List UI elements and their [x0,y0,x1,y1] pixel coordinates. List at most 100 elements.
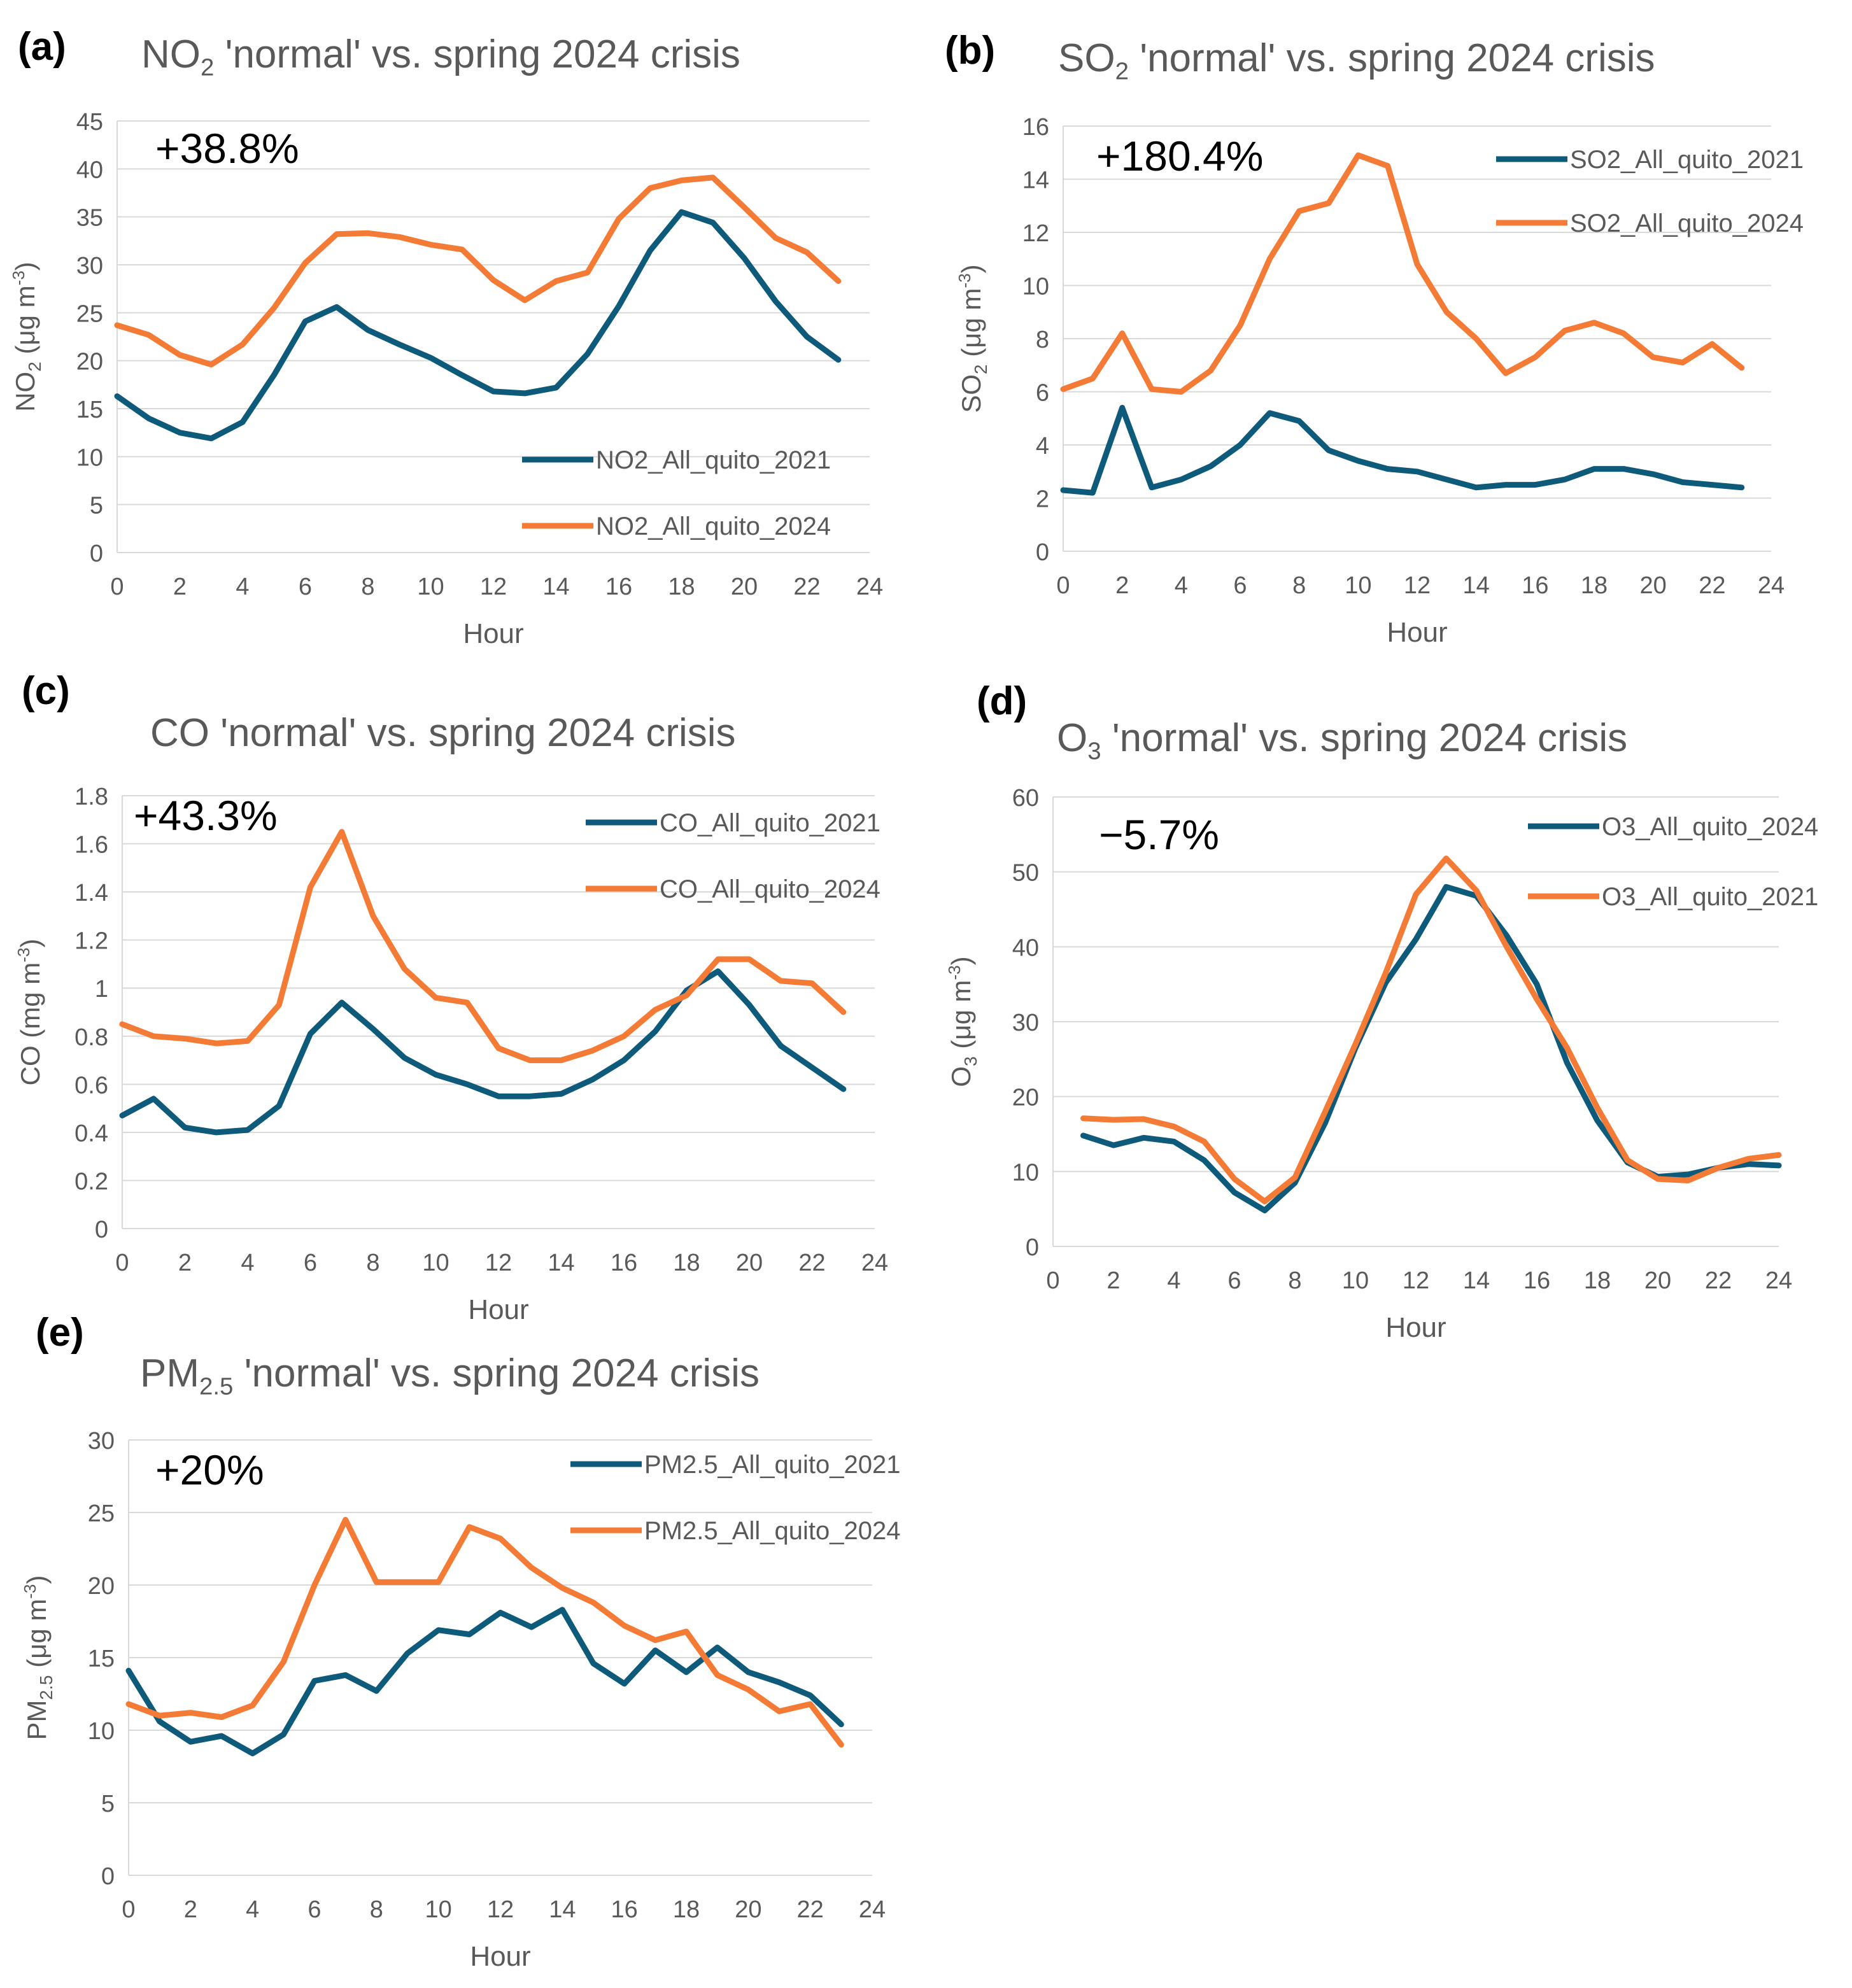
x-tick-label: 24 [1765,1267,1792,1294]
y-axis-label-sub: 2 [25,362,45,372]
y-tick-label: 14 [1022,167,1049,194]
y-tick-label: 5 [101,1791,115,1817]
y-axis-label-end: ) [956,264,986,273]
x-tick-label: 0 [1046,1267,1059,1294]
y-axis-label-unit: (μg m [956,288,986,364]
x-tick-label: 6 [304,1250,317,1276]
x-tick-label: 14 [542,574,569,600]
panel-a: 0 5 10 15 20 25 30 35 40 45 0 2 4 6 8 10 12 14 16 18 20 22 24 H… [0,0,930,662]
x-tick-label: 16 [1522,572,1548,599]
y-tick-label: 20 [1012,1085,1039,1111]
x-tick-label: 20 [1640,572,1667,599]
change-annotation: +38.8% [155,125,299,172]
chart-title-a: NO2 'normal' vs. spring 2024 crisis [141,32,740,81]
y-axis-label-end: ) [22,1576,52,1584]
y-tick-label: 4 [1036,433,1049,460]
y-tick-label: 30 [76,253,103,279]
y-tick-label: 16 [1022,114,1049,141]
y-tick-label: 1 [95,976,108,1003]
y-axis-label-sup: -3 [14,948,33,962]
change-annotation: +43.3% [134,792,278,839]
legend-label: CO_All_quito_2021 [660,809,880,837]
change-annotation: +180.4% [1096,132,1263,180]
x-tick-label: 16 [1523,1267,1550,1294]
x-tick-label: 0 [122,1896,135,1923]
series-line-O3_All_quito_2021 [1080,856,1782,1204]
y-axis-label-sup: -3 [9,271,28,285]
panel-label-a: (a) [18,25,66,69]
x-tick-label: 22 [1699,572,1725,599]
y-axis-label-sub: 2.5 [36,1675,56,1700]
y-tick-label: 40 [76,157,103,183]
x-tick-label: 0 [1056,572,1070,599]
y-axis-label-main: SO [956,374,986,413]
x-tick-label: 20 [735,1896,761,1923]
x-tick-label: 12 [485,1250,512,1276]
chart-title-d: O3 'normal' vs. spring 2024 crisis [1057,716,1628,765]
y-axis-label-sup: -3 [20,1584,39,1599]
y-tick-label: 1.6 [74,832,108,859]
x-tick-label: 4 [246,1896,259,1923]
x-axis-label: Hour [1385,1312,1446,1343]
panel-b: 0 2 4 6 8 10 12 14 16 0 2 4 6 8 10 12 14 16 18 20 22 24 Hour SO… [930,0,1852,662]
y-axis-label-end: ) [10,262,40,271]
chart-title-c: CO 'normal' vs. spring 2024 crisis [150,711,736,755]
legend-label: PM2.5_All_quito_2024 [644,1517,901,1545]
x-tick-label: 20 [731,574,758,600]
y-tick-label: 1.2 [74,928,108,955]
x-tick-label: 4 [236,574,249,600]
x-tick-label: 12 [1404,572,1431,599]
x-tick-label: 10 [1342,1267,1369,1294]
y-tick-label: 10 [88,1718,115,1745]
x-tick-label: 24 [859,1896,886,1923]
y-axis-label-end: ) [946,956,976,965]
y-tick-label: 0 [101,1863,115,1890]
x-tick-label: 10 [417,574,444,600]
x-axis-label: Hour [468,1294,528,1325]
x-tick-label: 20 [1644,1267,1671,1294]
y-axis-label-unit: (μg m [10,285,40,362]
x-tick-label: 10 [1345,572,1371,599]
x-tick-label: 16 [611,1896,638,1923]
y-tick-label: 10 [76,444,103,471]
x-tick-label: 4 [1175,572,1188,599]
y-axis-label-sub: 2 [971,364,991,374]
x-tick-label: 22 [793,574,820,600]
x-tick-label: 2 [1115,572,1129,599]
y-axis-label: CO (mg m-3) [14,939,45,1086]
x-tick-label: 16 [611,1250,637,1276]
x-tick-label: 12 [480,574,507,600]
y-tick-label: 8 [1036,327,1049,353]
x-axis-label: Hour [470,1941,530,1972]
x-tick-label: 8 [366,1250,379,1276]
x-tick-label: 0 [115,1250,129,1276]
y-tick-label: 60 [1012,785,1039,812]
x-tick-label: 2 [1106,1267,1120,1294]
legend-label: NO2_All_quito_2021 [596,446,831,474]
y-tick-label: 0.2 [74,1168,108,1195]
x-tick-label: 22 [797,1896,824,1923]
y-tick-label: 0 [1026,1234,1039,1261]
y-axis-label-sub: 3 [961,1056,980,1066]
series-line-NO2_All_quito_2024 [114,174,842,368]
series-line-CO_All_quito_2024 [119,829,847,1064]
y-tick-label: 0.8 [74,1024,108,1051]
chart-title-b: SO2 'normal' vs. spring 2024 crisis [1058,36,1655,85]
y-tick-label: 5 [90,493,103,519]
y-tick-label: 0.6 [74,1072,108,1099]
x-tick-label: 24 [1758,572,1785,599]
y-tick-label: 0 [95,1216,108,1243]
y-tick-label: 1.8 [74,784,108,810]
legend-label: SO2_All_quito_2024 [1570,209,1804,237]
x-tick-label: 18 [1584,1267,1611,1294]
x-tick-label: 24 [856,574,883,600]
x-tick-label: 16 [605,574,632,600]
x-tick-label: 6 [1233,572,1247,599]
panel-label-e: (e) [36,1311,84,1355]
x-tick-label: 8 [361,574,374,600]
x-tick-label: 22 [798,1250,825,1276]
x-tick-label: 12 [487,1896,514,1923]
